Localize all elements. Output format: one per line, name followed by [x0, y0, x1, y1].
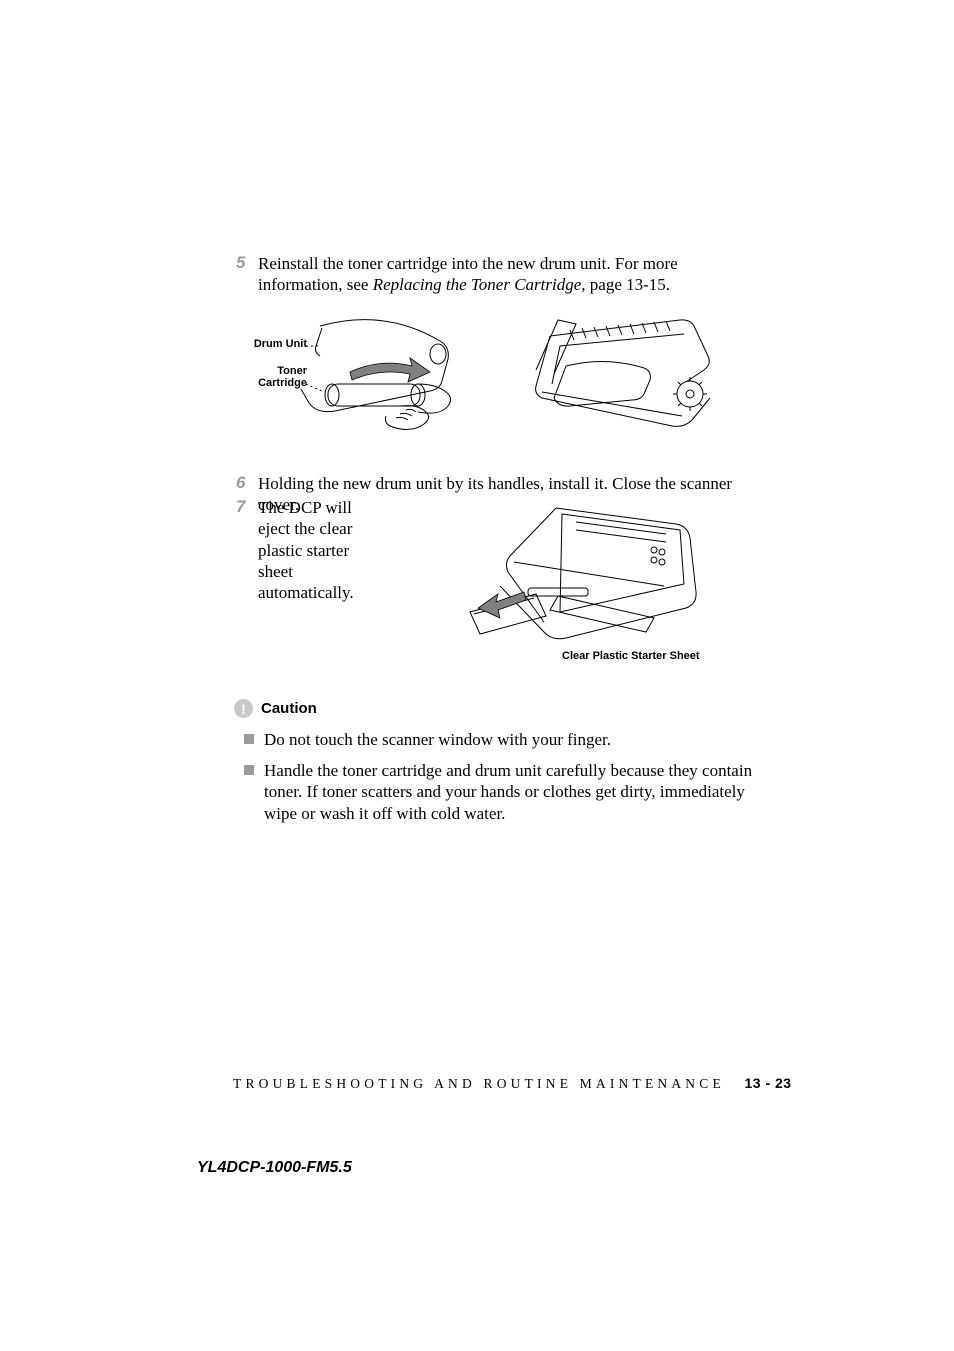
caution-bullet-2: Handle the toner cartridge and drum unit…	[244, 760, 764, 824]
document-id: YL4DCP-1000-FM5.5	[197, 1159, 352, 1177]
figure-3-caption: Clear Plastic Starter Sheet	[562, 650, 700, 662]
step-number-5: 5	[236, 253, 258, 273]
step-number-7: 7	[236, 497, 258, 517]
caution-bullet-2-text: Handle the toner cartridge and drum unit…	[264, 760, 764, 824]
step-7-text: The DCP will eject the clear plastic sta…	[258, 497, 373, 603]
caution-icon: !	[234, 699, 253, 718]
figure-starter-sheet	[458, 492, 718, 647]
step-5-text-b: page 13-15.	[586, 275, 671, 294]
page: 5 Reinstall the toner cartridge into the…	[0, 0, 954, 1351]
figure-drum-toner	[250, 306, 460, 436]
bullet-square-icon	[244, 734, 254, 744]
diagram-row	[250, 306, 720, 436]
bullet-square-icon	[244, 765, 254, 775]
footer: TROUBLESHOOTING AND ROUTINE MAINTENANCE …	[233, 1075, 792, 1092]
step-5-body: Reinstall the toner cartridge into the n…	[258, 253, 766, 296]
step-5: 5 Reinstall the toner cartridge into the…	[236, 253, 766, 296]
footer-section-title: TROUBLESHOOTING AND ROUTINE MAINTENANCE	[233, 1076, 725, 1091]
figure-install-drum	[520, 306, 720, 436]
footer-page-number: 13 - 23	[744, 1075, 791, 1091]
caution-row: ! Caution	[234, 699, 317, 718]
caution-bullet-1: Do not touch the scanner window with you…	[244, 729, 611, 750]
step-7: 7 The DCP will eject the clear plastic s…	[236, 497, 396, 603]
step-5-text-italic: Replacing the Toner Cartridge,	[373, 275, 586, 294]
caution-title: Caution	[261, 700, 317, 717]
caution-bullet-1-text: Do not touch the scanner window with you…	[264, 729, 611, 750]
step-number-6: 6	[236, 473, 258, 493]
